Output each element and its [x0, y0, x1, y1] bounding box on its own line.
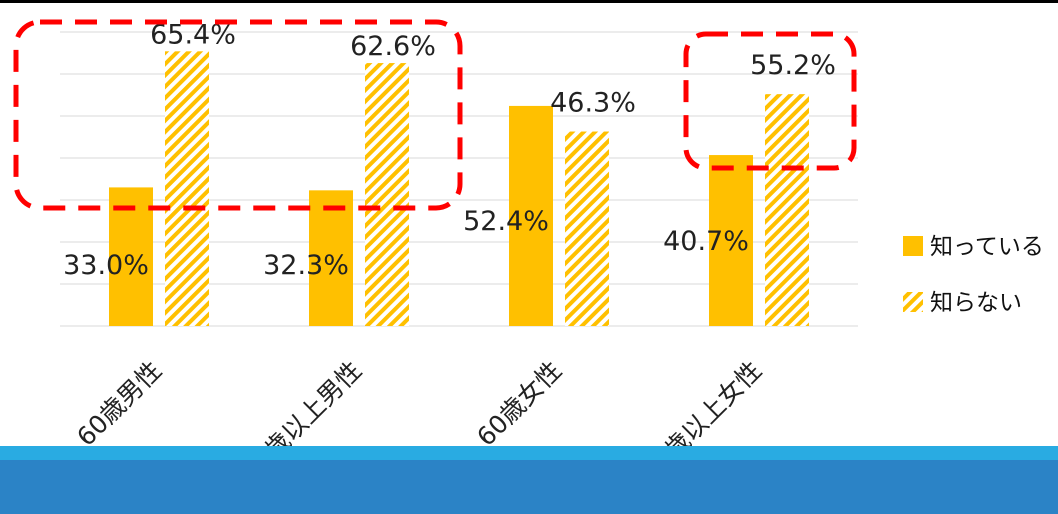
legend-label-knows-not: 知らない — [930, 290, 1022, 316]
bar-knows — [709, 155, 753, 326]
legend: 知っている 知らない — [903, 234, 1044, 316]
category-label: 60歳女性 — [471, 356, 567, 452]
bar-knows-not — [365, 63, 409, 327]
value-label-knows: 32.3% — [263, 250, 349, 281]
footer-band-light — [0, 446, 1058, 460]
legend-swatch-knows-not — [903, 292, 923, 312]
bar-knows — [309, 190, 353, 326]
value-label-knows-not: 46.3% — [550, 88, 636, 119]
bar-knows-not — [565, 131, 609, 326]
highlight-box-men — [13, 19, 463, 211]
highlight-boxes — [13, 19, 857, 211]
bar-knows-not — [765, 94, 809, 326]
bar-knows-not — [165, 51, 209, 326]
value-label-knows: 40.7% — [663, 226, 749, 257]
value-label-knows: 33.0% — [63, 250, 149, 281]
value-label-knows-not: 62.6% — [350, 31, 436, 62]
bar-knows — [509, 105, 553, 326]
top-border — [0, 0, 1058, 3]
value-labels: 33.0%65.4%32.3%62.6%52.4%46.3%40.7%55.2% — [63, 19, 836, 281]
bars — [109, 51, 809, 327]
value-label-knows-not: 55.2% — [750, 50, 836, 81]
category-label: 60歳男性 — [71, 356, 167, 452]
value-label-knows: 52.4% — [463, 206, 549, 237]
legend-label-knows: 知っている — [930, 234, 1044, 260]
highlight-box-women-70 — [683, 31, 857, 171]
footer-band-dark — [0, 460, 1058, 514]
legend-swatch-knows — [903, 236, 923, 256]
